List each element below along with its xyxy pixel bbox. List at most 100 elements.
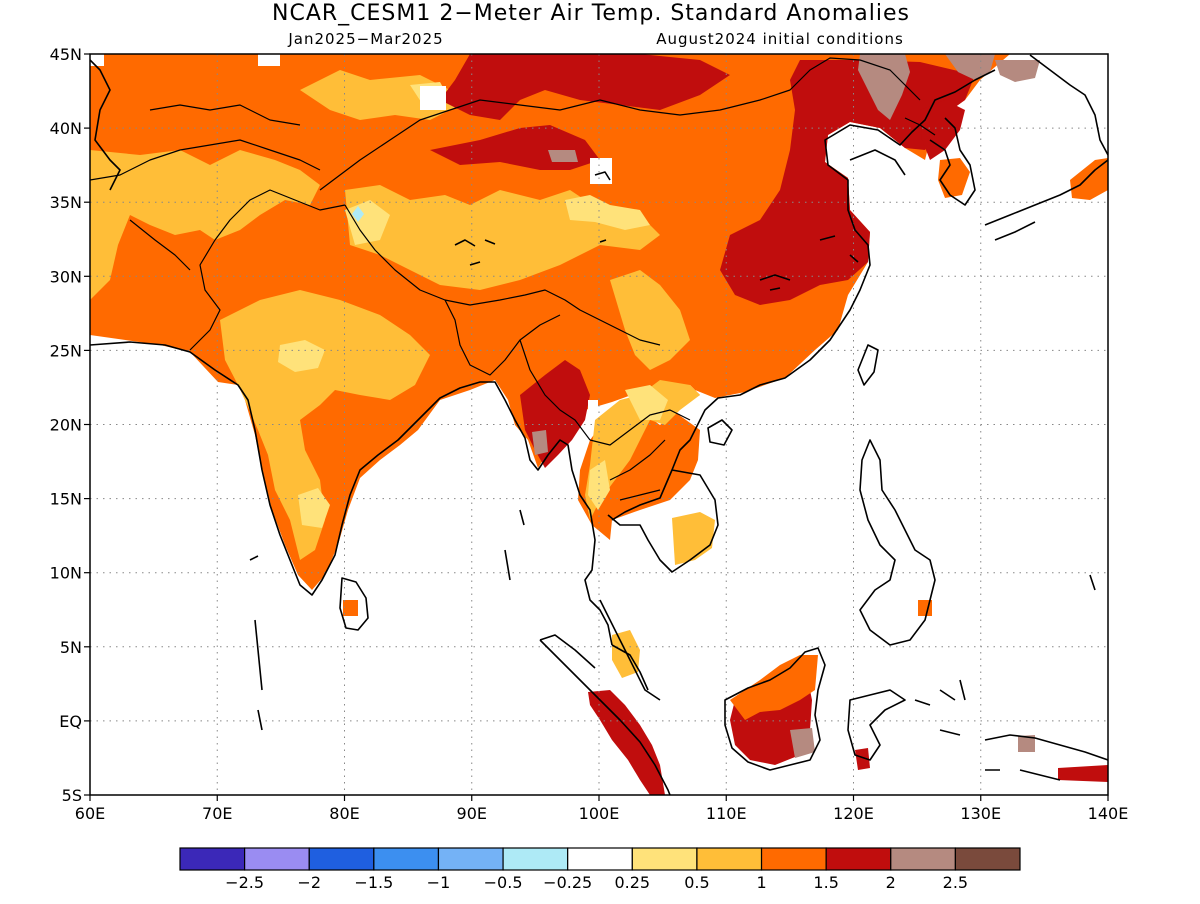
x-tick-label: 60E bbox=[75, 804, 105, 823]
colorbar-swatch bbox=[825, 847, 892, 871]
shade-japan-1-1.5 bbox=[1070, 158, 1108, 200]
coast-taiwan bbox=[857, 344, 879, 386]
colorbar-label: −2.5 bbox=[225, 873, 264, 892]
coast-japan bbox=[984, 54, 1108, 241]
x-tick-label: 80E bbox=[329, 804, 359, 823]
map-plot-area bbox=[90, 54, 1108, 795]
shade-sulawesi-1.5-2 bbox=[855, 748, 870, 770]
islands-lakes bbox=[249, 171, 1096, 771]
y-tick-label: EQ bbox=[59, 712, 82, 731]
y-tick-label: 45N bbox=[50, 45, 82, 64]
map-title: NCAR_CESM1 2−Meter Air Temp. Standard An… bbox=[272, 1, 910, 26]
coast-korea bbox=[929, 117, 976, 206]
border-india-west bbox=[189, 189, 346, 351]
map-subtitle-init: August2024 initial conditions bbox=[656, 30, 904, 48]
shade-borneo-1-1.5 bbox=[730, 655, 818, 720]
colorbar-swatch bbox=[179, 847, 246, 871]
border-china-north bbox=[319, 57, 921, 191]
border-stans bbox=[90, 104, 321, 271]
shade-borneo-2-2.5 bbox=[790, 728, 815, 758]
coast-malay bbox=[599, 599, 661, 701]
coast-india bbox=[90, 341, 613, 646]
colorbar-swatch bbox=[567, 847, 633, 871]
colorbar-label: −1 bbox=[427, 873, 451, 892]
border-indochina bbox=[589, 409, 691, 501]
y-tick-label: 40N bbox=[50, 119, 82, 138]
graticule bbox=[90, 54, 1108, 795]
colorbar-label: 1.5 bbox=[813, 873, 838, 892]
border-burma-bd bbox=[444, 299, 591, 441]
colorbar-label: −2 bbox=[297, 873, 321, 892]
colorbar-label: 0.5 bbox=[684, 873, 709, 892]
colorbar-swatch bbox=[760, 847, 827, 871]
shade-vietnam-0.5-1 bbox=[672, 512, 715, 565]
shade-yunnan-0.5-1 bbox=[610, 270, 690, 370]
coast-bohai bbox=[849, 149, 906, 176]
shade-tibet-neg-0.25 bbox=[352, 206, 364, 222]
colorbar-label: −0.25 bbox=[543, 873, 592, 892]
shade-india-0.5-1 bbox=[220, 290, 430, 560]
y-tick-label: 35N bbox=[50, 193, 82, 212]
coast-borneo bbox=[724, 647, 826, 771]
shade-india-0.25-0.5 bbox=[278, 340, 325, 372]
colorbar-label: 2 bbox=[886, 873, 896, 892]
x-tick-label: 110E bbox=[706, 804, 747, 823]
border-korea bbox=[904, 117, 936, 136]
y-tick-label: 30N bbox=[50, 267, 82, 286]
y-tick-label: 5S bbox=[62, 786, 82, 805]
coast-srilanka bbox=[339, 577, 369, 631]
shade-laos-0.25-0.5 bbox=[625, 385, 668, 420]
shade-tibet2-0.25-0.5 bbox=[565, 195, 650, 230]
y-tick-label: 20N bbox=[50, 416, 82, 435]
coast-indochina bbox=[607, 69, 996, 691]
shade-myanmar-2-2.5 bbox=[532, 430, 548, 455]
y-axis: 45N 40N 35N 30N 25N 20N 15N 10N 5N EQ 5S bbox=[50, 45, 90, 805]
x-tick-label: 100E bbox=[579, 804, 620, 823]
x-tick-label: 120E bbox=[833, 804, 874, 823]
shade-ne2-2-2.5 bbox=[995, 60, 1040, 82]
shade-png-2-2.5 bbox=[1018, 735, 1035, 752]
colorbar-label: 0.25 bbox=[614, 873, 650, 892]
x-tick-label: 140E bbox=[1088, 804, 1129, 823]
x-tick-label: 70E bbox=[202, 804, 232, 823]
colorbar-swatch bbox=[890, 847, 956, 871]
colorbar-swatch bbox=[308, 847, 375, 871]
colorbar-swatch bbox=[437, 847, 504, 871]
shade-png-1.5-2 bbox=[1058, 765, 1108, 782]
colorbar-label: 2.5 bbox=[943, 873, 968, 892]
shade-mainland-1-1.5 bbox=[90, 54, 1010, 590]
shade-deccan-0.25-0.5 bbox=[298, 488, 330, 528]
y-tick-label: 15N bbox=[50, 490, 82, 509]
colorbar-swatch bbox=[631, 847, 698, 871]
x-tick-label: 90E bbox=[457, 804, 487, 823]
y-tick-label: 10N bbox=[50, 564, 82, 583]
shade-manchuria-2-2.5 bbox=[858, 54, 910, 120]
coast-sumatra bbox=[539, 634, 671, 795]
border-himalaya bbox=[344, 204, 661, 346]
coast-sulawesi bbox=[847, 689, 906, 761]
coastlines bbox=[90, 54, 1108, 795]
y-tick-label: 25N bbox=[50, 341, 82, 360]
colorbar-swatch bbox=[954, 847, 1021, 871]
shade-thai-0.25-0.5 bbox=[588, 460, 610, 510]
x-axis: 60E 70E 80E 90E 100E 110E 120E 130E 140E bbox=[75, 795, 1129, 823]
lake-marks bbox=[249, 171, 1096, 771]
coast-hainan bbox=[707, 419, 733, 446]
coast-caspian bbox=[90, 59, 121, 191]
shade-sumatra-1.5-2 bbox=[588, 690, 665, 795]
colorbar-label: −1.5 bbox=[354, 873, 393, 892]
colorbar-swatch bbox=[502, 847, 569, 871]
x-tick-label: 130E bbox=[960, 804, 1001, 823]
map-subtitle-period: Jan2025−Mar2025 bbox=[287, 30, 443, 48]
colorbar: −2.5 −2 −1.5 −1 −0.5 −0.25 0.25 0.5 1 1.5 2 2.5 bbox=[179, 847, 1021, 892]
colorbar-swatch bbox=[244, 847, 310, 871]
y-tick-label: 5N bbox=[60, 638, 82, 657]
coast-philippines bbox=[859, 439, 936, 646]
shade-srilanka-1-1.5 bbox=[343, 600, 358, 616]
colorbar-label: 1 bbox=[756, 873, 766, 892]
colorbar-swatch bbox=[373, 847, 440, 871]
coast-png bbox=[984, 734, 1108, 781]
shade-tibet-2-2.5 bbox=[548, 150, 578, 162]
